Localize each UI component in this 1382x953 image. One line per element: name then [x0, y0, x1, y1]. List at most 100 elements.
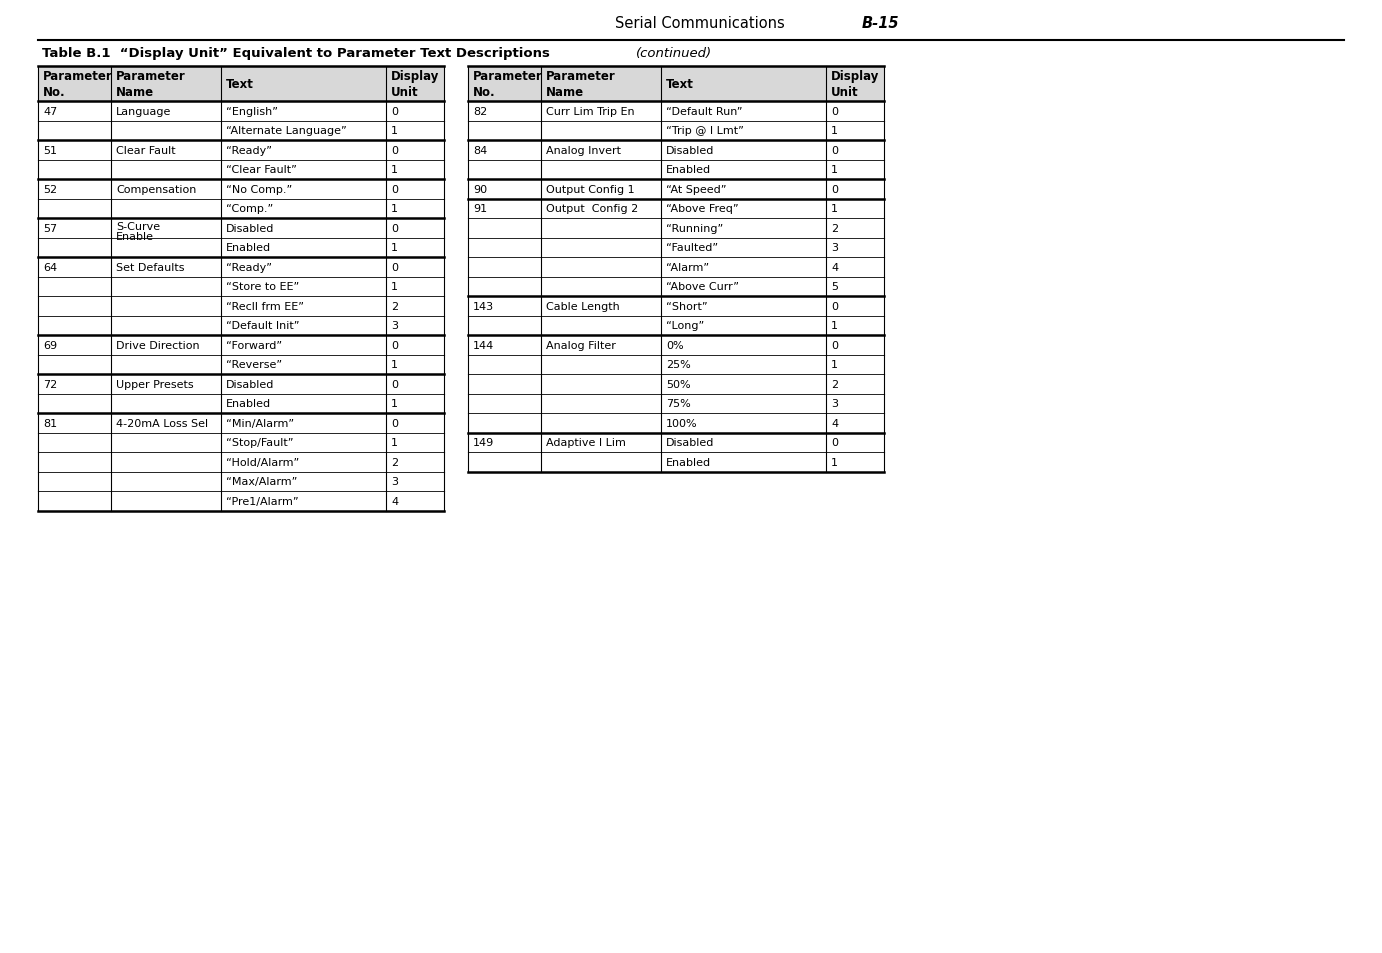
Text: Drive Direction: Drive Direction — [116, 340, 199, 351]
Text: 4: 4 — [831, 262, 837, 273]
Text: 100%: 100% — [666, 418, 698, 428]
Text: “Pre1/Alarm”: “Pre1/Alarm” — [227, 497, 299, 506]
Text: 82: 82 — [473, 107, 488, 116]
Text: “At Speed”: “At Speed” — [666, 185, 727, 194]
Text: S-Curve: S-Curve — [116, 222, 160, 232]
Text: 3: 3 — [831, 243, 837, 253]
Text: Disabled: Disabled — [666, 146, 714, 155]
Text: 47: 47 — [43, 107, 57, 116]
Text: 1: 1 — [391, 437, 398, 448]
Text: 1: 1 — [831, 126, 837, 136]
Text: 81: 81 — [43, 418, 57, 428]
Text: 84: 84 — [473, 146, 488, 155]
Text: “English”: “English” — [227, 107, 278, 116]
Text: 52: 52 — [43, 185, 57, 194]
Text: 4: 4 — [391, 497, 398, 506]
Text: Curr Lim Trip En: Curr Lim Trip En — [546, 107, 634, 116]
Text: Text: Text — [227, 78, 254, 91]
Text: Enabled: Enabled — [666, 457, 712, 467]
Text: 0: 0 — [391, 262, 398, 273]
Text: 143: 143 — [473, 301, 495, 312]
Text: “Above Freq”: “Above Freq” — [666, 204, 738, 214]
Text: 4-20mA Loss Sel: 4-20mA Loss Sel — [116, 418, 209, 428]
Text: 1: 1 — [391, 399, 398, 409]
Text: 25%: 25% — [666, 360, 691, 370]
Text: 0: 0 — [831, 437, 837, 448]
Text: 2: 2 — [831, 224, 837, 233]
Bar — [37, 67, 444, 102]
Text: “Ready”: “Ready” — [227, 262, 272, 273]
Text: 1: 1 — [391, 360, 398, 370]
Text: “Faulted”: “Faulted” — [666, 243, 719, 253]
Text: 0: 0 — [391, 379, 398, 390]
Text: 2: 2 — [391, 457, 398, 467]
Text: “Hold/Alarm”: “Hold/Alarm” — [227, 457, 300, 467]
Text: 0: 0 — [831, 107, 837, 116]
Text: 0: 0 — [391, 107, 398, 116]
Text: Table B.1  “Display Unit” Equivalent to Parameter Text Descriptions: Table B.1 “Display Unit” Equivalent to P… — [41, 48, 550, 60]
Text: “Short”: “Short” — [666, 301, 708, 312]
Text: Upper Presets: Upper Presets — [116, 379, 193, 390]
Text: Display
Unit: Display Unit — [391, 70, 439, 99]
Text: Language: Language — [116, 107, 171, 116]
Text: 3: 3 — [391, 321, 398, 331]
Text: 2: 2 — [391, 301, 398, 312]
Text: Enable: Enable — [116, 232, 153, 242]
Text: Parameter
Name: Parameter Name — [546, 70, 616, 99]
Text: 51: 51 — [43, 146, 57, 155]
Text: Set Defaults: Set Defaults — [116, 262, 185, 273]
Text: Clear Fault: Clear Fault — [116, 146, 176, 155]
Text: “Above Curr”: “Above Curr” — [666, 282, 739, 292]
Text: 1: 1 — [391, 165, 398, 175]
Text: Text: Text — [666, 78, 694, 91]
Text: “Comp.”: “Comp.” — [227, 204, 274, 214]
Text: Enabled: Enabled — [227, 399, 271, 409]
Text: 0: 0 — [391, 185, 398, 194]
Text: “Store to EE”: “Store to EE” — [227, 282, 300, 292]
Text: Parameter
Name: Parameter Name — [116, 70, 185, 99]
Text: “Default Init”: “Default Init” — [227, 321, 300, 331]
Text: Serial Communications: Serial Communications — [615, 16, 785, 31]
Text: 1: 1 — [831, 457, 837, 467]
Text: “Long”: “Long” — [666, 321, 705, 331]
Text: 57: 57 — [43, 224, 57, 233]
Text: 0: 0 — [391, 418, 398, 428]
Text: 1: 1 — [391, 204, 398, 214]
Text: Output  Config 2: Output Config 2 — [546, 204, 638, 214]
Text: Analog Filter: Analog Filter — [546, 340, 616, 351]
Text: Display
Unit: Display Unit — [831, 70, 879, 99]
Text: 0: 0 — [831, 340, 837, 351]
Text: Analog Invert: Analog Invert — [546, 146, 621, 155]
Text: 50%: 50% — [666, 379, 691, 390]
Text: “Trip @ I Lmt”: “Trip @ I Lmt” — [666, 126, 744, 136]
Text: Disabled: Disabled — [666, 437, 714, 448]
Text: Parameter
No.: Parameter No. — [43, 70, 113, 99]
Text: 0%: 0% — [666, 340, 684, 351]
Text: 0: 0 — [391, 146, 398, 155]
Text: “Alternate Language”: “Alternate Language” — [227, 126, 347, 136]
Text: 144: 144 — [473, 340, 495, 351]
Text: Adaptive I Lim: Adaptive I Lim — [546, 437, 626, 448]
Text: Compensation: Compensation — [116, 185, 196, 194]
Text: Parameter
No.: Parameter No. — [473, 70, 543, 99]
Bar — [468, 67, 884, 102]
Text: 75%: 75% — [666, 399, 691, 409]
Text: 69: 69 — [43, 340, 57, 351]
Text: 90: 90 — [473, 185, 486, 194]
Text: (continued): (continued) — [636, 48, 712, 60]
Text: 1: 1 — [391, 126, 398, 136]
Text: “Reverse”: “Reverse” — [227, 360, 282, 370]
Text: “Forward”: “Forward” — [227, 340, 282, 351]
Text: 72: 72 — [43, 379, 57, 390]
Text: “Alarm”: “Alarm” — [666, 262, 709, 273]
Text: Disabled: Disabled — [227, 224, 275, 233]
Text: “Running”: “Running” — [666, 224, 723, 233]
Text: “Recll frm EE”: “Recll frm EE” — [227, 301, 304, 312]
Text: Enabled: Enabled — [666, 165, 712, 175]
Text: 0: 0 — [831, 146, 837, 155]
Text: “No Comp.”: “No Comp.” — [227, 185, 292, 194]
Text: 3: 3 — [391, 476, 398, 487]
Text: Disabled: Disabled — [227, 379, 275, 390]
Text: 1: 1 — [391, 243, 398, 253]
Text: 1: 1 — [391, 282, 398, 292]
